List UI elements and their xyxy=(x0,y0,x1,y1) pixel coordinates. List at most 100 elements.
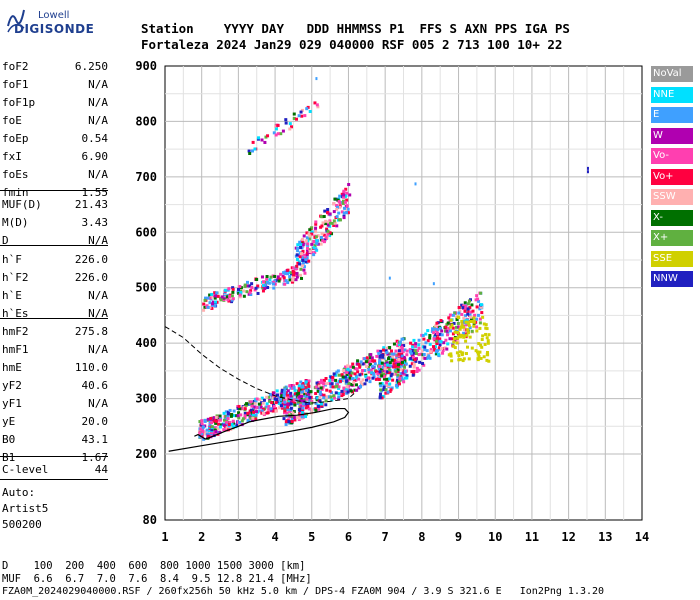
data-point xyxy=(465,323,469,327)
data-point xyxy=(335,370,339,374)
data-point xyxy=(320,232,324,236)
param-value: 0.54 xyxy=(81,132,109,145)
data-point xyxy=(283,409,287,413)
data-point xyxy=(384,372,388,376)
param-value: 44 xyxy=(94,463,108,476)
data-point xyxy=(226,288,230,292)
data-point xyxy=(234,414,238,418)
data-point xyxy=(248,291,252,295)
data-point xyxy=(414,352,418,356)
data-point xyxy=(267,281,271,285)
data-point xyxy=(305,231,309,235)
data-point xyxy=(328,231,332,235)
data-point xyxy=(332,210,336,214)
data-point xyxy=(386,363,390,367)
data-point xyxy=(414,342,418,346)
data-point xyxy=(267,405,271,409)
data-point xyxy=(200,422,204,426)
data-point xyxy=(428,356,432,360)
data-point xyxy=(299,388,303,392)
data-point xyxy=(472,320,476,324)
data-point xyxy=(282,276,286,280)
data-point xyxy=(225,426,229,430)
data-point xyxy=(215,300,219,304)
data-point xyxy=(268,399,272,403)
data-point xyxy=(399,374,403,378)
data-point xyxy=(473,313,477,317)
data-point xyxy=(308,234,312,238)
data-point xyxy=(462,325,466,329)
data-point xyxy=(424,341,428,345)
data-point xyxy=(396,363,400,367)
data-point xyxy=(290,415,294,419)
y-tick-label: 80 xyxy=(143,513,157,527)
data-point xyxy=(345,191,349,195)
data-point xyxy=(298,240,302,244)
y-tick-label: 600 xyxy=(135,225,157,239)
data-point xyxy=(364,374,368,378)
data-point xyxy=(348,369,352,373)
data-point xyxy=(227,423,231,427)
data-point xyxy=(258,409,262,413)
data-point xyxy=(262,280,266,284)
data-point xyxy=(348,193,352,197)
y-tick-label: 400 xyxy=(135,336,157,350)
data-point xyxy=(282,393,286,397)
data-point xyxy=(348,371,352,375)
data-point xyxy=(249,400,253,404)
data-point xyxy=(347,183,351,187)
data-point xyxy=(402,344,406,348)
data-point xyxy=(342,193,346,197)
data-point xyxy=(293,388,297,392)
data-point xyxy=(227,424,231,428)
data-point xyxy=(239,413,243,417)
x-tick-label: 10 xyxy=(488,530,502,544)
data-point xyxy=(336,369,340,373)
data-point xyxy=(349,389,353,393)
data-point xyxy=(374,377,378,381)
data-point xyxy=(226,410,230,414)
data-point xyxy=(410,358,414,362)
data-point xyxy=(321,221,325,225)
data-point xyxy=(245,402,249,406)
data-point xyxy=(282,397,286,401)
data-point xyxy=(202,437,206,441)
legend-item: NoVal xyxy=(651,66,693,82)
data-point xyxy=(202,302,206,306)
data-point xyxy=(291,411,295,415)
data-point xyxy=(278,406,282,410)
data-point xyxy=(480,311,484,315)
data-point xyxy=(483,342,487,346)
data-point xyxy=(274,127,278,131)
data-point xyxy=(397,359,401,363)
data-point xyxy=(398,365,402,369)
data-point xyxy=(306,395,310,399)
data-point xyxy=(432,331,436,335)
data-point xyxy=(357,362,361,366)
data-point xyxy=(213,291,217,295)
data-point xyxy=(281,406,285,410)
data-point xyxy=(295,264,299,268)
data-point xyxy=(251,416,255,420)
data-point xyxy=(210,306,214,310)
profile-dashed-line xyxy=(164,326,357,404)
data-point xyxy=(466,309,470,313)
data-point xyxy=(206,296,210,300)
data-point xyxy=(255,410,259,414)
data-point xyxy=(441,351,445,355)
legend-item: NNE xyxy=(651,86,693,103)
data-point xyxy=(412,362,416,366)
data-point xyxy=(368,380,372,384)
data-point xyxy=(345,204,349,208)
data-point xyxy=(320,404,324,408)
data-point xyxy=(318,392,322,396)
data-point xyxy=(288,122,292,126)
data-point xyxy=(310,230,314,234)
data-point xyxy=(400,359,404,363)
data-point xyxy=(368,370,372,374)
data-point xyxy=(474,298,478,302)
data-point xyxy=(360,372,364,376)
data-point xyxy=(287,420,291,424)
data-point xyxy=(240,407,244,411)
data-point xyxy=(321,385,325,389)
